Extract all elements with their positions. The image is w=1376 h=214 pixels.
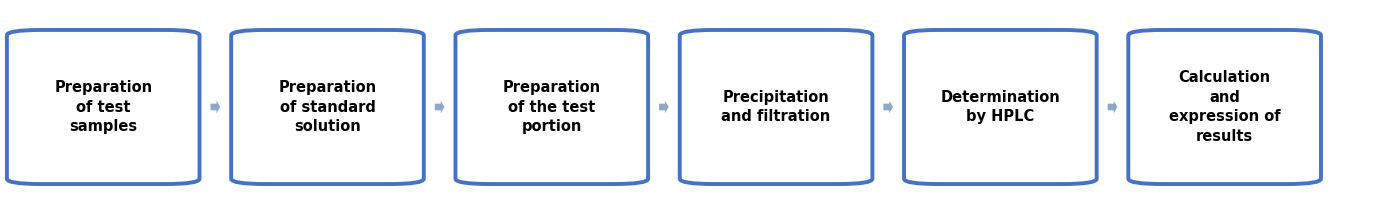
Polygon shape [435, 101, 444, 113]
FancyBboxPatch shape [904, 30, 1097, 184]
Text: Preparation
of standard
solution: Preparation of standard solution [278, 80, 377, 134]
Polygon shape [659, 101, 669, 113]
Text: Preparation
of the test
portion: Preparation of the test portion [502, 80, 601, 134]
Text: Determination
by HPLC: Determination by HPLC [940, 90, 1061, 124]
FancyBboxPatch shape [680, 30, 872, 184]
Polygon shape [211, 101, 220, 113]
FancyBboxPatch shape [455, 30, 648, 184]
FancyBboxPatch shape [1128, 30, 1321, 184]
Text: Preparation
of test
samples: Preparation of test samples [54, 80, 153, 134]
FancyBboxPatch shape [231, 30, 424, 184]
FancyBboxPatch shape [7, 30, 200, 184]
Polygon shape [1108, 101, 1117, 113]
Text: Calculation
and
expression of
results: Calculation and expression of results [1168, 70, 1281, 144]
Text: Precipitation
and filtration: Precipitation and filtration [721, 90, 831, 124]
Polygon shape [883, 101, 893, 113]
